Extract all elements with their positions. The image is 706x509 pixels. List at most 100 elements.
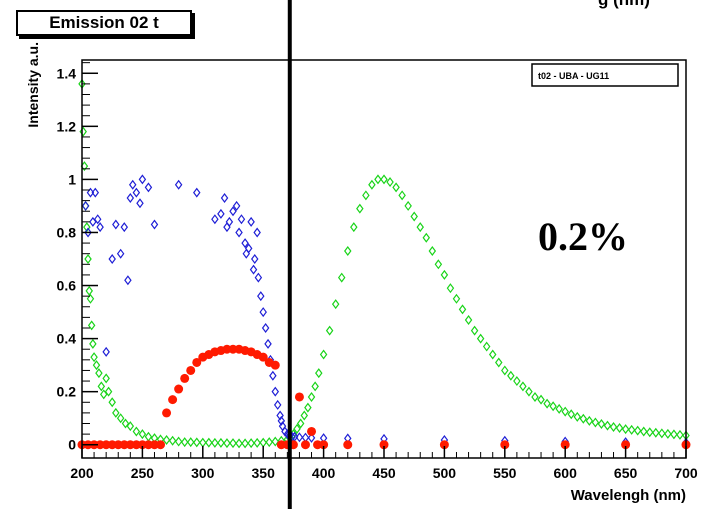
data-point (295, 432, 304, 443)
data-point (264, 338, 272, 349)
data-point (356, 203, 364, 214)
data-point (186, 437, 195, 448)
data-point (186, 365, 196, 375)
data-point (464, 315, 473, 326)
legend-box (531, 63, 679, 87)
data-point (180, 437, 189, 448)
data-point (501, 365, 509, 376)
data-point (112, 219, 120, 230)
data-point (652, 427, 660, 438)
data-point (265, 437, 273, 448)
plot-area-border (81, 59, 687, 459)
x-tick-label: 500 (433, 465, 457, 481)
data-point (573, 411, 582, 422)
data-point (156, 440, 166, 450)
data-point (615, 423, 624, 434)
data-point (567, 409, 575, 420)
data-point (271, 386, 280, 397)
data-point (270, 360, 280, 370)
data-point (307, 426, 317, 436)
data-point (350, 222, 358, 233)
data-point (211, 214, 219, 225)
data-point (379, 440, 389, 450)
data-point (331, 299, 340, 310)
y-tick-label: 0.8 (57, 224, 77, 240)
data-point (488, 349, 497, 360)
data-point (247, 438, 255, 449)
data-point (664, 428, 672, 439)
data-point (89, 338, 97, 349)
data-point (229, 206, 237, 217)
x-tick-label: 250 (131, 465, 155, 481)
data-point (621, 424, 630, 435)
data-point (87, 320, 96, 331)
data-point (392, 182, 400, 193)
data-point (112, 407, 120, 418)
data-point (86, 187, 95, 198)
data-point (439, 440, 449, 450)
data-point (609, 421, 618, 432)
data-point (271, 436, 280, 447)
y-tick-label: 0.4 (57, 331, 77, 347)
data-point (84, 227, 92, 238)
data-point (242, 248, 251, 259)
data-point (93, 214, 102, 225)
data-point (229, 438, 237, 449)
data-point (192, 357, 202, 367)
data-point (136, 198, 144, 209)
data-point (307, 391, 316, 402)
x-tick-label: 350 (252, 465, 276, 481)
data-point (144, 182, 153, 193)
data-point (211, 437, 219, 448)
data-point (259, 437, 267, 448)
data-point (174, 436, 183, 447)
data-point (311, 381, 319, 392)
data-point (380, 174, 388, 185)
data-point (253, 227, 261, 238)
data-point (97, 381, 106, 392)
x-tick-label: 450 (372, 465, 396, 481)
data-point (300, 410, 309, 421)
data-point (343, 440, 353, 450)
data-point (85, 285, 93, 296)
data-point (319, 440, 329, 450)
data-point (398, 190, 406, 201)
data-point (232, 200, 241, 211)
data-point (102, 373, 110, 384)
data-point (126, 192, 135, 203)
data-marks (77, 78, 691, 450)
data-point (244, 243, 253, 254)
data-point (293, 423, 301, 434)
data-point (633, 425, 642, 436)
annotation-text: 0.2% (538, 214, 628, 259)
data-point (108, 254, 116, 264)
data-point (452, 293, 461, 304)
data-point (319, 349, 328, 360)
data-point (96, 222, 104, 233)
data-point (307, 432, 316, 443)
data-point (217, 208, 225, 219)
x-tick-label: 200 (70, 465, 94, 481)
data-point (92, 360, 101, 371)
data-point (102, 346, 110, 357)
axes: 200 250 300 350 400 450 500 550 600 650 700 0 0.2 0.4… (57, 62, 698, 481)
y-tick-label: 0.2 (57, 384, 77, 400)
data-point (250, 254, 259, 264)
corner-partial-text: g (nm) (598, 0, 650, 10)
data-point (410, 211, 418, 222)
data-point (254, 272, 263, 283)
data-point (561, 406, 569, 417)
data-point (639, 426, 648, 437)
data-point (296, 418, 305, 429)
data-point (374, 174, 382, 185)
data-point (428, 246, 437, 257)
data-point (89, 216, 97, 227)
data-point (344, 246, 352, 257)
series-0 (78, 78, 690, 449)
y-tick-label: 1.4 (57, 65, 77, 81)
data-point (416, 222, 424, 233)
data-point (95, 368, 103, 379)
data-point (168, 395, 178, 405)
data-point (84, 254, 92, 264)
